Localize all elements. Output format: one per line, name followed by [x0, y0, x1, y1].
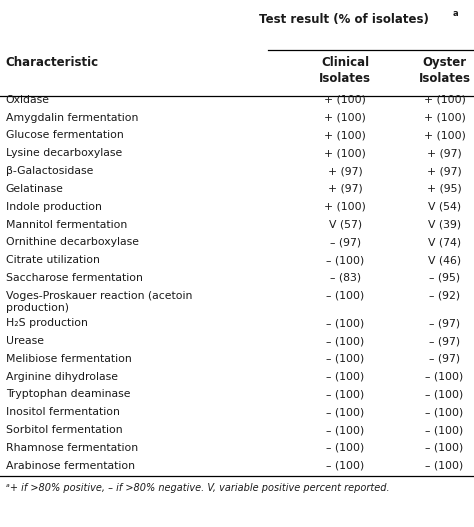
- Text: – (97): – (97): [429, 354, 460, 364]
- Text: + (97): + (97): [328, 184, 363, 194]
- Text: Sorbitol fermentation: Sorbitol fermentation: [6, 425, 122, 435]
- Text: V (39): V (39): [428, 220, 461, 230]
- Text: – (100): – (100): [326, 425, 364, 435]
- Text: – (100): – (100): [426, 461, 464, 471]
- Text: + (100): + (100): [324, 202, 366, 212]
- Text: – (100): – (100): [326, 336, 364, 346]
- Text: – (100): – (100): [326, 291, 364, 301]
- Text: Urease: Urease: [6, 336, 44, 346]
- Text: ᵃ+ if >80% positive, – if >80% negative. V, variable positive percent reported.: ᵃ+ if >80% positive, – if >80% negative.…: [6, 483, 389, 493]
- Text: + (95): + (95): [427, 184, 462, 194]
- Text: V (57): V (57): [328, 220, 362, 230]
- Text: Citrate utilization: Citrate utilization: [6, 255, 100, 265]
- Text: + (97): + (97): [427, 148, 462, 158]
- Text: – (100): – (100): [326, 461, 364, 471]
- Text: Indole production: Indole production: [6, 202, 101, 212]
- Text: – (100): – (100): [326, 318, 364, 328]
- Text: – (100): – (100): [326, 372, 364, 382]
- Text: – (100): – (100): [326, 354, 364, 364]
- Text: H₂S production: H₂S production: [6, 318, 88, 328]
- Text: a: a: [453, 9, 458, 18]
- Text: + (100): + (100): [424, 131, 465, 141]
- Text: + (100): + (100): [424, 95, 465, 105]
- Text: + (100): + (100): [324, 148, 366, 158]
- Text: + (100): + (100): [424, 113, 465, 123]
- Text: Amygdalin fermentation: Amygdalin fermentation: [6, 113, 138, 123]
- Text: Test result (% of isolates): Test result (% of isolates): [259, 13, 433, 26]
- Text: – (100): – (100): [426, 407, 464, 417]
- Text: Inositol fermentation: Inositol fermentation: [6, 407, 119, 417]
- Text: – (97): – (97): [429, 336, 460, 346]
- Text: Oxidase: Oxidase: [6, 95, 50, 105]
- Text: Arginine dihydrolase: Arginine dihydrolase: [6, 372, 118, 382]
- Text: Lysine decarboxylase: Lysine decarboxylase: [6, 148, 122, 158]
- Text: Oyster
Isolates: Oyster Isolates: [419, 56, 471, 85]
- Text: – (100): – (100): [426, 443, 464, 453]
- Text: Voges-Proskauer reaction (acetoin
production): Voges-Proskauer reaction (acetoin produc…: [6, 291, 192, 313]
- Text: Gelatinase: Gelatinase: [6, 184, 64, 194]
- Text: – (100): – (100): [426, 425, 464, 435]
- Text: Arabinose fermentation: Arabinose fermentation: [6, 461, 135, 471]
- Text: + (100): + (100): [324, 95, 366, 105]
- Text: – (100): – (100): [326, 407, 364, 417]
- Text: V (54): V (54): [428, 202, 461, 212]
- Text: Clinical
Isolates: Clinical Isolates: [319, 56, 371, 85]
- Text: Melibiose fermentation: Melibiose fermentation: [6, 354, 131, 364]
- Text: Mannitol fermentation: Mannitol fermentation: [6, 220, 127, 230]
- Text: – (95): – (95): [429, 273, 460, 283]
- Text: + (97): + (97): [427, 166, 462, 176]
- Text: V (46): V (46): [428, 255, 461, 265]
- Text: + (100): + (100): [324, 131, 366, 141]
- Text: Ornithine decarboxylase: Ornithine decarboxylase: [6, 237, 139, 247]
- Text: – (100): – (100): [426, 372, 464, 382]
- Text: – (100): – (100): [426, 389, 464, 399]
- Text: – (92): – (92): [429, 291, 460, 301]
- Text: – (100): – (100): [326, 255, 364, 265]
- Text: – (100): – (100): [326, 389, 364, 399]
- Text: Characteristic: Characteristic: [6, 56, 99, 70]
- Text: – (100): – (100): [326, 443, 364, 453]
- Text: – (83): – (83): [329, 273, 361, 283]
- Text: Glucose fermentation: Glucose fermentation: [6, 131, 123, 141]
- Text: Rhamnose fermentation: Rhamnose fermentation: [6, 443, 138, 453]
- Text: – (97): – (97): [429, 318, 460, 328]
- Text: β-Galactosidase: β-Galactosidase: [6, 166, 93, 176]
- Text: – (97): – (97): [329, 237, 361, 247]
- Text: V (74): V (74): [428, 237, 461, 247]
- Text: + (97): + (97): [328, 166, 363, 176]
- Text: Saccharose fermentation: Saccharose fermentation: [6, 273, 143, 283]
- Text: + (100): + (100): [324, 113, 366, 123]
- Text: Tryptophan deaminase: Tryptophan deaminase: [6, 389, 130, 399]
